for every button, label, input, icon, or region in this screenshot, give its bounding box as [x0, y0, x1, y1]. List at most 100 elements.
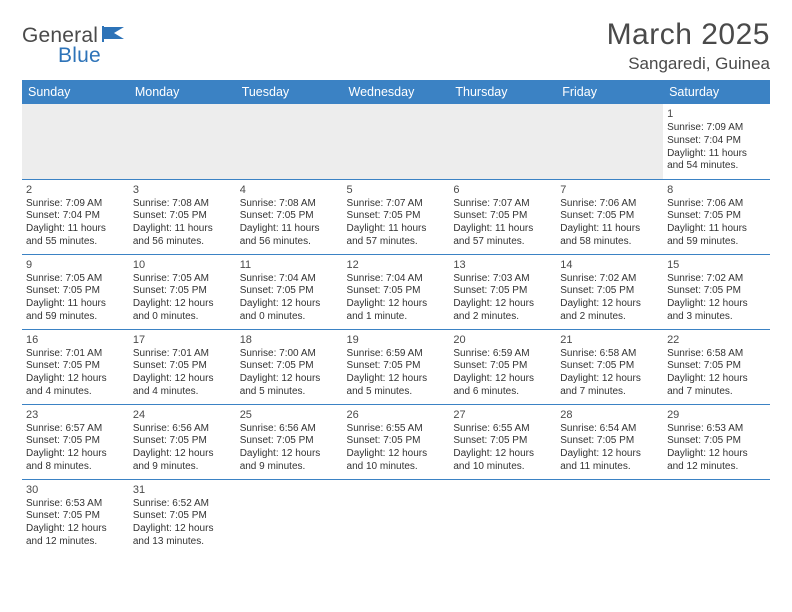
daylight-text: Daylight: 12 hours and 11 minutes.	[560, 448, 659, 474]
sunrise-text: Sunrise: 7:08 AM	[133, 198, 232, 211]
daylight-text: Daylight: 12 hours and 2 minutes.	[560, 298, 659, 324]
calendar-cell	[343, 479, 450, 554]
daylight-text: Daylight: 12 hours and 9 minutes.	[240, 448, 339, 474]
day-number: 20	[453, 333, 552, 347]
calendar-cell: 6Sunrise: 7:07 AMSunset: 7:05 PMDaylight…	[449, 179, 556, 254]
sunrise-text: Sunrise: 7:00 AM	[240, 348, 339, 361]
calendar-cell: 20Sunrise: 6:59 AMSunset: 7:05 PMDayligh…	[449, 329, 556, 404]
calendar-cell	[343, 104, 450, 179]
sunrise-text: Sunrise: 6:54 AM	[560, 423, 659, 436]
calendar-cell: 3Sunrise: 7:08 AMSunset: 7:05 PMDaylight…	[129, 179, 236, 254]
day-number: 9	[26, 258, 125, 272]
calendar-cell	[663, 479, 770, 554]
flag-icon	[102, 25, 128, 48]
sunset-text: Sunset: 7:05 PM	[347, 210, 446, 223]
daylight-text: Daylight: 12 hours and 9 minutes.	[133, 448, 232, 474]
daylight-text: Daylight: 11 hours and 57 minutes.	[453, 223, 552, 249]
daylight-text: Daylight: 12 hours and 1 minute.	[347, 298, 446, 324]
title-block: March 2025 Sangaredi, Guinea	[607, 18, 770, 74]
day-number: 2	[26, 183, 125, 197]
col-thursday: Thursday	[449, 80, 556, 104]
calendar-cell: 27Sunrise: 6:55 AMSunset: 7:05 PMDayligh…	[449, 404, 556, 479]
daylight-text: Daylight: 11 hours and 58 minutes.	[560, 223, 659, 249]
day-number: 7	[560, 183, 659, 197]
daylight-text: Daylight: 12 hours and 2 minutes.	[453, 298, 552, 324]
day-number: 30	[26, 483, 125, 497]
day-number: 3	[133, 183, 232, 197]
day-number: 8	[667, 183, 766, 197]
sunset-text: Sunset: 7:05 PM	[347, 435, 446, 448]
calendar-cell: 8Sunrise: 7:06 AMSunset: 7:05 PMDaylight…	[663, 179, 770, 254]
day-number: 22	[667, 333, 766, 347]
sunset-text: Sunset: 7:05 PM	[26, 435, 125, 448]
sunrise-text: Sunrise: 6:56 AM	[133, 423, 232, 436]
calendar-cell: 13Sunrise: 7:03 AMSunset: 7:05 PMDayligh…	[449, 254, 556, 329]
day-number: 29	[667, 408, 766, 422]
day-number: 15	[667, 258, 766, 272]
day-number: 1	[667, 107, 766, 121]
day-number: 13	[453, 258, 552, 272]
sunrise-text: Sunrise: 7:05 AM	[26, 273, 125, 286]
day-number: 4	[240, 183, 339, 197]
day-number: 10	[133, 258, 232, 272]
calendar-cell	[449, 479, 556, 554]
calendar-cell: 16Sunrise: 7:01 AMSunset: 7:05 PMDayligh…	[22, 329, 129, 404]
daylight-text: Daylight: 11 hours and 56 minutes.	[133, 223, 232, 249]
calendar-cell: 5Sunrise: 7:07 AMSunset: 7:05 PMDaylight…	[343, 179, 450, 254]
col-sunday: Sunday	[22, 80, 129, 104]
daylight-text: Daylight: 12 hours and 7 minutes.	[560, 373, 659, 399]
calendar-cell: 21Sunrise: 6:58 AMSunset: 7:05 PMDayligh…	[556, 329, 663, 404]
sunset-text: Sunset: 7:05 PM	[667, 360, 766, 373]
calendar-cell: 23Sunrise: 6:57 AMSunset: 7:05 PMDayligh…	[22, 404, 129, 479]
daylight-text: Daylight: 12 hours and 5 minutes.	[347, 373, 446, 399]
calendar-cell	[236, 104, 343, 179]
sunset-text: Sunset: 7:05 PM	[560, 285, 659, 298]
daylight-text: Daylight: 11 hours and 57 minutes.	[347, 223, 446, 249]
location: Sangaredi, Guinea	[607, 54, 770, 74]
sunset-text: Sunset: 7:05 PM	[667, 285, 766, 298]
day-number: 17	[133, 333, 232, 347]
calendar-cell: 17Sunrise: 7:01 AMSunset: 7:05 PMDayligh…	[129, 329, 236, 404]
calendar-body: 1Sunrise: 7:09 AMSunset: 7:04 PMDaylight…	[22, 104, 770, 554]
sunset-text: Sunset: 7:05 PM	[240, 285, 339, 298]
calendar-cell: 11Sunrise: 7:04 AMSunset: 7:05 PMDayligh…	[236, 254, 343, 329]
calendar-cell: 2Sunrise: 7:09 AMSunset: 7:04 PMDaylight…	[22, 179, 129, 254]
sunset-text: Sunset: 7:05 PM	[240, 360, 339, 373]
calendar-cell: 26Sunrise: 6:55 AMSunset: 7:05 PMDayligh…	[343, 404, 450, 479]
day-number: 25	[240, 408, 339, 422]
daylight-text: Daylight: 11 hours and 59 minutes.	[26, 298, 125, 324]
calendar-row: 23Sunrise: 6:57 AMSunset: 7:05 PMDayligh…	[22, 404, 770, 479]
day-number: 12	[347, 258, 446, 272]
day-number: 11	[240, 258, 339, 272]
sunrise-text: Sunrise: 7:07 AM	[453, 198, 552, 211]
sunset-text: Sunset: 7:05 PM	[133, 285, 232, 298]
sunrise-text: Sunrise: 7:09 AM	[26, 198, 125, 211]
calendar-cell: 22Sunrise: 6:58 AMSunset: 7:05 PMDayligh…	[663, 329, 770, 404]
daylight-text: Daylight: 12 hours and 4 minutes.	[26, 373, 125, 399]
sunset-text: Sunset: 7:05 PM	[347, 285, 446, 298]
col-monday: Monday	[129, 80, 236, 104]
daylight-text: Daylight: 12 hours and 6 minutes.	[453, 373, 552, 399]
sunrise-text: Sunrise: 6:55 AM	[347, 423, 446, 436]
sunrise-text: Sunrise: 7:03 AM	[453, 273, 552, 286]
daylight-text: Daylight: 12 hours and 10 minutes.	[347, 448, 446, 474]
sunrise-text: Sunrise: 6:53 AM	[667, 423, 766, 436]
daylight-text: Daylight: 12 hours and 0 minutes.	[133, 298, 232, 324]
col-saturday: Saturday	[663, 80, 770, 104]
sunrise-text: Sunrise: 7:09 AM	[667, 122, 766, 135]
sunrise-text: Sunrise: 6:56 AM	[240, 423, 339, 436]
day-number: 21	[560, 333, 659, 347]
day-number: 31	[133, 483, 232, 497]
calendar-cell: 15Sunrise: 7:02 AMSunset: 7:05 PMDayligh…	[663, 254, 770, 329]
calendar-table: Sunday Monday Tuesday Wednesday Thursday…	[22, 80, 770, 554]
calendar-cell: 7Sunrise: 7:06 AMSunset: 7:05 PMDaylight…	[556, 179, 663, 254]
brand-blue-wrap: Blue	[22, 44, 101, 68]
sunrise-text: Sunrise: 6:59 AM	[347, 348, 446, 361]
sunset-text: Sunset: 7:05 PM	[133, 510, 232, 523]
calendar-cell: 25Sunrise: 6:56 AMSunset: 7:05 PMDayligh…	[236, 404, 343, 479]
calendar-cell: 12Sunrise: 7:04 AMSunset: 7:05 PMDayligh…	[343, 254, 450, 329]
sunset-text: Sunset: 7:05 PM	[133, 210, 232, 223]
sunset-text: Sunset: 7:04 PM	[667, 135, 766, 148]
month-title: March 2025	[607, 18, 770, 52]
calendar-cell: 28Sunrise: 6:54 AMSunset: 7:05 PMDayligh…	[556, 404, 663, 479]
